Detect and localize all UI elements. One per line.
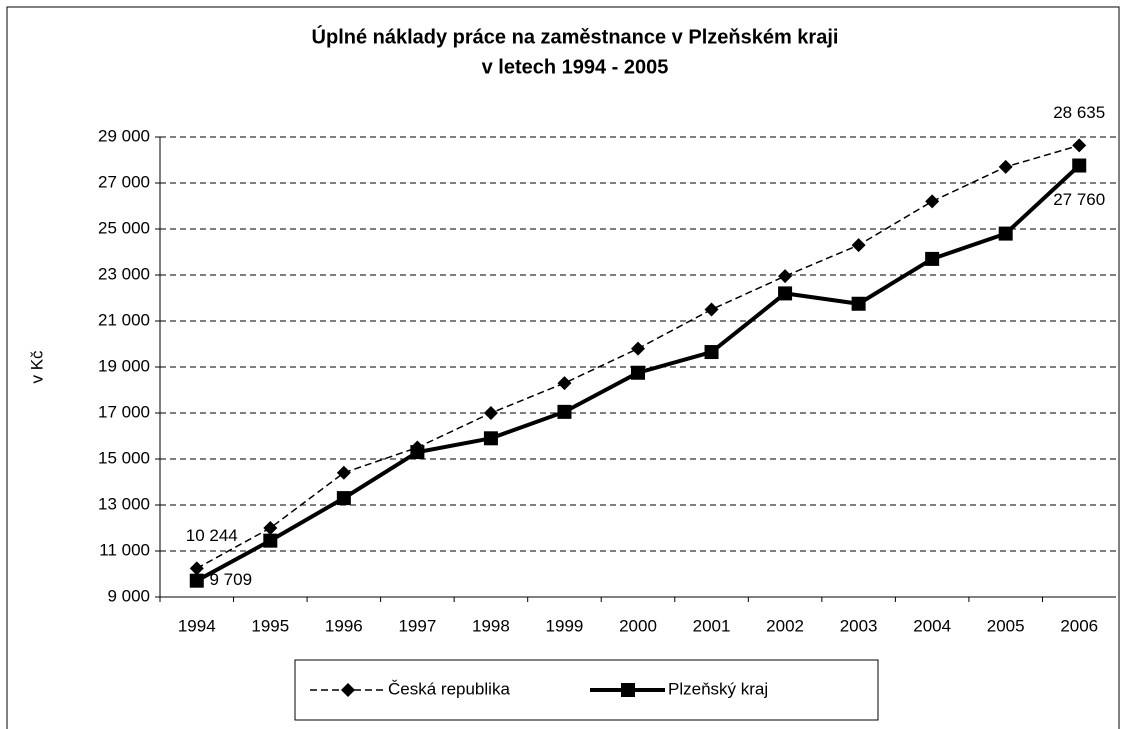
y-tick-label: 27 000	[98, 172, 150, 191]
x-tick-label: 2000	[619, 616, 657, 635]
x-tick-label: 2005	[987, 616, 1025, 635]
x-tick-label: 1998	[472, 616, 510, 635]
y-tick-label: 15 000	[98, 448, 150, 467]
legend-label: Česká republika	[388, 679, 510, 698]
x-tick-label: 1995	[251, 616, 289, 635]
y-tick-label: 19 000	[98, 356, 150, 375]
x-tick-label: 2001	[693, 616, 731, 635]
y-tick-label: 25 000	[98, 218, 150, 237]
y-axis-label: v Kč	[27, 350, 46, 384]
y-tick-label: 11 000	[99, 540, 150, 559]
marker	[557, 404, 572, 419]
legend-marker	[621, 683, 635, 697]
x-tick-label: 2004	[913, 616, 951, 635]
legend-marker	[341, 683, 355, 697]
data-label: 9 709	[209, 570, 252, 589]
marker	[410, 445, 425, 460]
chart-subtitle: v letech 1994 - 2005	[482, 56, 669, 78]
marker	[631, 341, 645, 356]
marker	[778, 286, 793, 301]
chart-title: Úplné náklady práce na zaměstnance v Plz…	[312, 24, 839, 48]
x-tick-label: 2002	[766, 616, 804, 635]
marker	[189, 573, 204, 588]
y-tick-label: 21 000	[98, 310, 150, 329]
marker	[925, 194, 940, 209]
marker	[778, 269, 793, 284]
marker	[483, 431, 498, 446]
x-tick-label: 1997	[398, 616, 436, 635]
chart-frame	[6, 6, 1120, 729]
marker	[704, 302, 719, 317]
marker	[263, 533, 278, 548]
legend-label: Plzeňský kraj	[668, 679, 768, 698]
legend-box	[294, 659, 879, 721]
y-tick-label: 29 000	[98, 126, 150, 145]
y-tick-label: 13 000	[98, 494, 150, 513]
marker	[704, 345, 719, 360]
data-label: 10 244	[186, 526, 238, 545]
marker	[851, 238, 866, 253]
marker	[336, 491, 351, 506]
x-tick-label: 1999	[546, 616, 584, 635]
data-label: 28 635	[1053, 103, 1105, 122]
marker	[263, 521, 278, 535]
marker	[998, 226, 1013, 241]
x-tick-label: 1996	[325, 616, 363, 635]
data-label: 27 760	[1053, 190, 1105, 209]
y-tick-label: 23 000	[98, 264, 150, 283]
marker	[851, 296, 866, 311]
marker	[189, 561, 204, 576]
x-tick-label: 2003	[840, 616, 878, 635]
marker	[631, 365, 645, 380]
marker	[336, 465, 351, 480]
marker	[483, 406, 498, 420]
marker	[557, 376, 572, 391]
x-tick-label: 1994	[178, 616, 216, 635]
marker	[1072, 138, 1087, 153]
marker	[1072, 158, 1087, 173]
y-tick-label: 17 000	[98, 402, 150, 421]
marker	[925, 251, 940, 266]
y-tick-label: 9 000	[107, 586, 150, 605]
x-tick-label: 2006	[1060, 616, 1098, 635]
marker	[998, 159, 1013, 174]
